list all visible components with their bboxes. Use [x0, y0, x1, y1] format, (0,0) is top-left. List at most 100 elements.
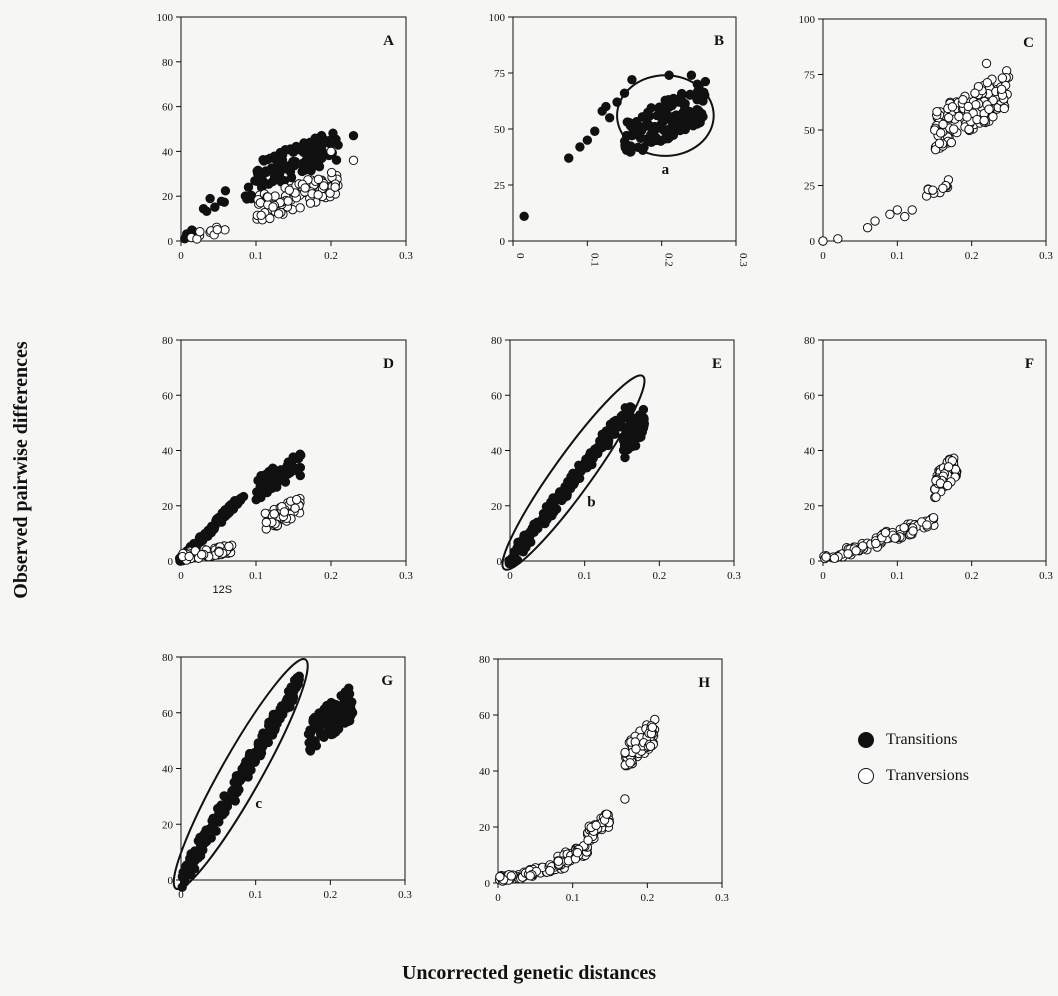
y-tick-label: 40 [162, 446, 174, 458]
transition-point [340, 707, 350, 718]
tranversion-point [261, 517, 272, 528]
y-tick-label: 75 [494, 68, 506, 80]
transition-point [345, 701, 356, 712]
y-tick-label: 25 [804, 181, 816, 193]
transition-point [263, 732, 273, 743]
transition-point [684, 106, 695, 117]
legend: Transitions Tranversions [858, 722, 969, 794]
tranversion-point [931, 492, 941, 502]
y-tick-label: 80 [491, 335, 503, 347]
ellipse-label: b [587, 495, 595, 511]
tranversion-point [885, 209, 895, 220]
y-axis-label: Observed pairwise differences [10, 341, 32, 599]
y-tick-label: 20 [479, 822, 491, 834]
x-tick-label: 0.3 [398, 889, 412, 901]
tranversion-point [197, 550, 207, 560]
transition-point [216, 196, 227, 207]
y-tick-label: 100 [489, 12, 506, 24]
x-axis-label: Uncorrected genetic distances [401, 962, 656, 984]
transition-point [638, 404, 649, 415]
y-tick-label: 50 [494, 124, 506, 136]
y-tick-label: 50 [804, 125, 816, 137]
x-tick-label: 0.3 [1039, 250, 1053, 262]
tranversion-point [256, 210, 266, 221]
tranversion-point [979, 115, 989, 126]
tranversion-point [195, 227, 205, 237]
transition-point [558, 493, 568, 504]
transition-point [541, 502, 552, 512]
transition-point [657, 112, 668, 123]
x-tick-label: 0.1 [890, 250, 904, 262]
transition-point [217, 508, 228, 518]
transition-point [337, 716, 347, 727]
tranversion-point [184, 551, 194, 562]
y-tick-label: 80 [479, 654, 491, 666]
tranversion-point [907, 205, 917, 215]
y-tick-label: 80 [162, 57, 174, 69]
open-circle-icon [858, 768, 874, 784]
x-tick-label: 0.2 [965, 570, 979, 582]
tranversion-point [631, 744, 641, 754]
x-tick-label: 0 [178, 889, 184, 901]
tranversion-point [284, 185, 294, 195]
tranversion-point [982, 77, 993, 88]
x-tick-label: 0.1 [249, 889, 263, 901]
y-tick-label: 60 [804, 390, 816, 402]
transition-point [563, 476, 573, 487]
tranversion-point [928, 512, 939, 523]
x-tick-label: 0.3 [399, 570, 413, 582]
panel-label: H [698, 675, 710, 691]
transition-point [611, 416, 622, 426]
transition-point [183, 866, 194, 877]
tranversion-point [330, 182, 340, 192]
tranversion-point [647, 722, 658, 733]
tranversion-point [212, 224, 222, 235]
transition-point [319, 704, 330, 714]
tranversion-point [821, 552, 831, 562]
y-tick-label: 0 [500, 236, 506, 248]
tranversion-point [506, 871, 516, 881]
y-tick-label: 0 [497, 556, 503, 568]
transition-point [220, 186, 231, 196]
tranversion-point [870, 216, 880, 226]
transition-point [627, 75, 637, 85]
cluster-ellipse [501, 374, 646, 571]
transition-point [590, 126, 600, 136]
transition-point [331, 155, 342, 165]
transition-point [624, 117, 634, 128]
panel-c: 0 25 50 75 100 0 0.1 0.2 0.3 C [799, 14, 1054, 262]
transition-point [255, 748, 265, 759]
transition-point [664, 126, 674, 137]
x-tick-label: 0.2 [324, 570, 338, 582]
y-tick-label: 60 [491, 390, 503, 402]
tranversion-point [958, 95, 968, 105]
tranversion-point [942, 480, 953, 491]
x-tick-label: 0.3 [399, 250, 413, 262]
transition-point [303, 729, 314, 739]
transition-point [660, 134, 670, 144]
y-tick-label: 20 [162, 819, 174, 831]
transition-point [693, 115, 703, 125]
transition-point [579, 458, 590, 469]
transition-point [265, 468, 276, 479]
transition-point [348, 131, 359, 141]
transition-point [631, 432, 642, 442]
transition-point [594, 441, 604, 451]
transition-point [620, 142, 631, 152]
tranversion-point [999, 103, 1009, 114]
transition-point [327, 724, 337, 734]
panel-label: E [712, 356, 722, 372]
tranversion-point [971, 100, 981, 110]
tranversion-point [214, 547, 224, 557]
tranversion-point [348, 155, 359, 166]
tranversion-point [625, 758, 635, 768]
tranversion-point [279, 507, 290, 517]
panel-g: 0 20 40 60 80 0 0.1 0.2 0.3 Gc [162, 652, 412, 901]
tranversion-point [269, 509, 279, 519]
transition-point [269, 151, 280, 161]
y-tick-label: 20 [804, 501, 816, 513]
tranversion-point [283, 196, 293, 206]
plot-frame [180, 16, 407, 242]
transition-point [550, 495, 560, 506]
tranversion-point [620, 794, 630, 804]
